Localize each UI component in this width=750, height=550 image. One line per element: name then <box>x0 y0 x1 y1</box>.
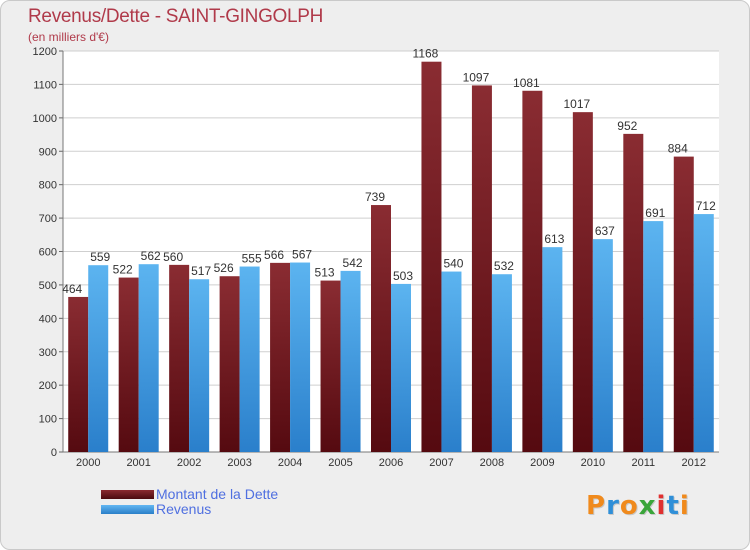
data-label-revenus: 542 <box>343 256 363 270</box>
data-label-revenus: 517 <box>191 264 211 278</box>
data-label-dette: 952 <box>617 119 637 133</box>
bar-revenus <box>239 266 260 452</box>
y-tick-label: 600 <box>39 247 57 259</box>
x-tick-label: 2012 <box>682 457 706 469</box>
logo-letter: o <box>619 491 639 521</box>
bar-revenus <box>391 283 411 452</box>
chart-subtitle: (en milliers d'€) <box>28 30 109 44</box>
bar-revenus <box>189 279 210 452</box>
data-label-dette: 522 <box>113 263 133 277</box>
data-label-dette: 560 <box>163 250 183 264</box>
bar-revenus <box>138 264 159 452</box>
bar-dette <box>320 280 341 452</box>
logo-letter: r <box>606 491 620 521</box>
y-tick-label: 1000 <box>33 113 57 125</box>
bar-revenus <box>542 247 563 452</box>
bar-revenus <box>88 265 109 452</box>
data-label-revenus: 691 <box>645 206 665 220</box>
x-tick-label: 2009 <box>530 457 554 469</box>
x-tick-label: 2000 <box>76 457 100 469</box>
data-label-dette: 1097 <box>463 70 490 84</box>
bar-dette <box>219 276 240 452</box>
data-label-dette: 464 <box>62 282 82 296</box>
bar-dette <box>371 205 391 452</box>
data-label-dette: 526 <box>214 261 234 275</box>
data-label-dette: 884 <box>668 142 688 156</box>
y-tick-label: 300 <box>39 347 57 359</box>
bar-dette <box>572 112 593 452</box>
data-label-revenus: 613 <box>544 232 564 246</box>
y-tick-label: 900 <box>39 146 57 158</box>
bar-dette <box>270 262 291 452</box>
x-tick-label: 2007 <box>429 457 453 469</box>
bar-revenus <box>491 274 512 452</box>
data-label-revenus: 562 <box>141 249 161 263</box>
bar-revenus <box>693 214 714 452</box>
bar-dette <box>169 264 190 452</box>
legend-swatch-revenus <box>101 505 154 514</box>
bar-dette <box>421 61 442 453</box>
bar-revenus <box>340 270 361 452</box>
x-tick-label: 2006 <box>379 457 403 469</box>
x-tick-label: 2003 <box>227 457 251 469</box>
logo-letter: i <box>656 491 667 521</box>
bar-dette <box>673 156 694 452</box>
y-tick-label: 1100 <box>33 79 57 91</box>
logo-letter: i <box>679 491 690 521</box>
data-label-dette: 739 <box>365 190 385 204</box>
y-tick-label: 1200 <box>33 46 57 58</box>
chart-title: Revenus/Dette - SAINT-GINGOLPH <box>28 6 324 27</box>
logo-letter: x <box>638 491 657 521</box>
x-tick-label: 2008 <box>480 457 504 469</box>
bar-revenus <box>592 239 613 452</box>
data-label-revenus: 637 <box>595 224 615 238</box>
legend-swatch-dette <box>101 490 154 499</box>
bar-dette <box>471 85 492 453</box>
data-label-dette: 566 <box>264 248 284 262</box>
bar-dette <box>118 277 139 452</box>
bar-dette <box>623 133 644 452</box>
x-tick-label: 2002 <box>177 457 201 469</box>
bar-revenus <box>441 271 462 452</box>
data-label-revenus: 540 <box>443 257 463 271</box>
logo-letter: t <box>666 491 680 521</box>
data-label-revenus: 712 <box>696 199 716 213</box>
y-tick-label: 400 <box>39 313 57 325</box>
proxiti-logo: Proxiti <box>586 491 690 521</box>
data-label-revenus: 555 <box>242 252 262 266</box>
data-label-revenus: 503 <box>393 269 413 283</box>
x-tick-label: 2011 <box>631 457 655 469</box>
bar-dette <box>68 296 89 452</box>
y-tick-label: 0 <box>51 447 57 459</box>
data-label-dette: 1168 <box>413 47 439 61</box>
bar-revenus <box>290 262 311 452</box>
data-label-revenus: 532 <box>494 259 514 273</box>
x-tick-label: 2001 <box>126 457 150 469</box>
legend-label-dette: Montant de la Dette <box>156 486 279 502</box>
y-tick-label: 200 <box>39 380 57 392</box>
y-tick-label: 500 <box>39 280 57 292</box>
logo-letter: P <box>586 491 607 521</box>
data-label-revenus: 567 <box>292 248 312 262</box>
x-tick-label: 2005 <box>328 457 352 469</box>
bar-dette <box>522 90 543 452</box>
bar-revenus <box>643 221 664 452</box>
y-tick-label: 700 <box>39 213 57 225</box>
x-tick-label: 2004 <box>278 457 302 469</box>
y-tick-label: 100 <box>39 414 57 426</box>
data-label-revenus: 559 <box>90 250 110 264</box>
data-label-dette: 1017 <box>563 97 590 111</box>
legend-label-revenus: Revenus <box>156 501 212 517</box>
data-label-dette: 1081 <box>513 76 540 90</box>
data-label-dette: 513 <box>315 266 335 280</box>
x-tick-label: 2010 <box>581 457 605 469</box>
y-tick-label: 800 <box>39 180 57 192</box>
